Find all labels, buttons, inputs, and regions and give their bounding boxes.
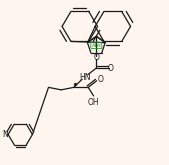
Text: O: O [93,53,99,62]
Text: HN: HN [79,73,91,82]
Text: O: O [98,75,104,84]
Text: Abs: Abs [91,43,101,48]
Text: OH: OH [88,98,99,107]
Text: N: N [3,130,8,139]
Text: O: O [108,64,114,73]
